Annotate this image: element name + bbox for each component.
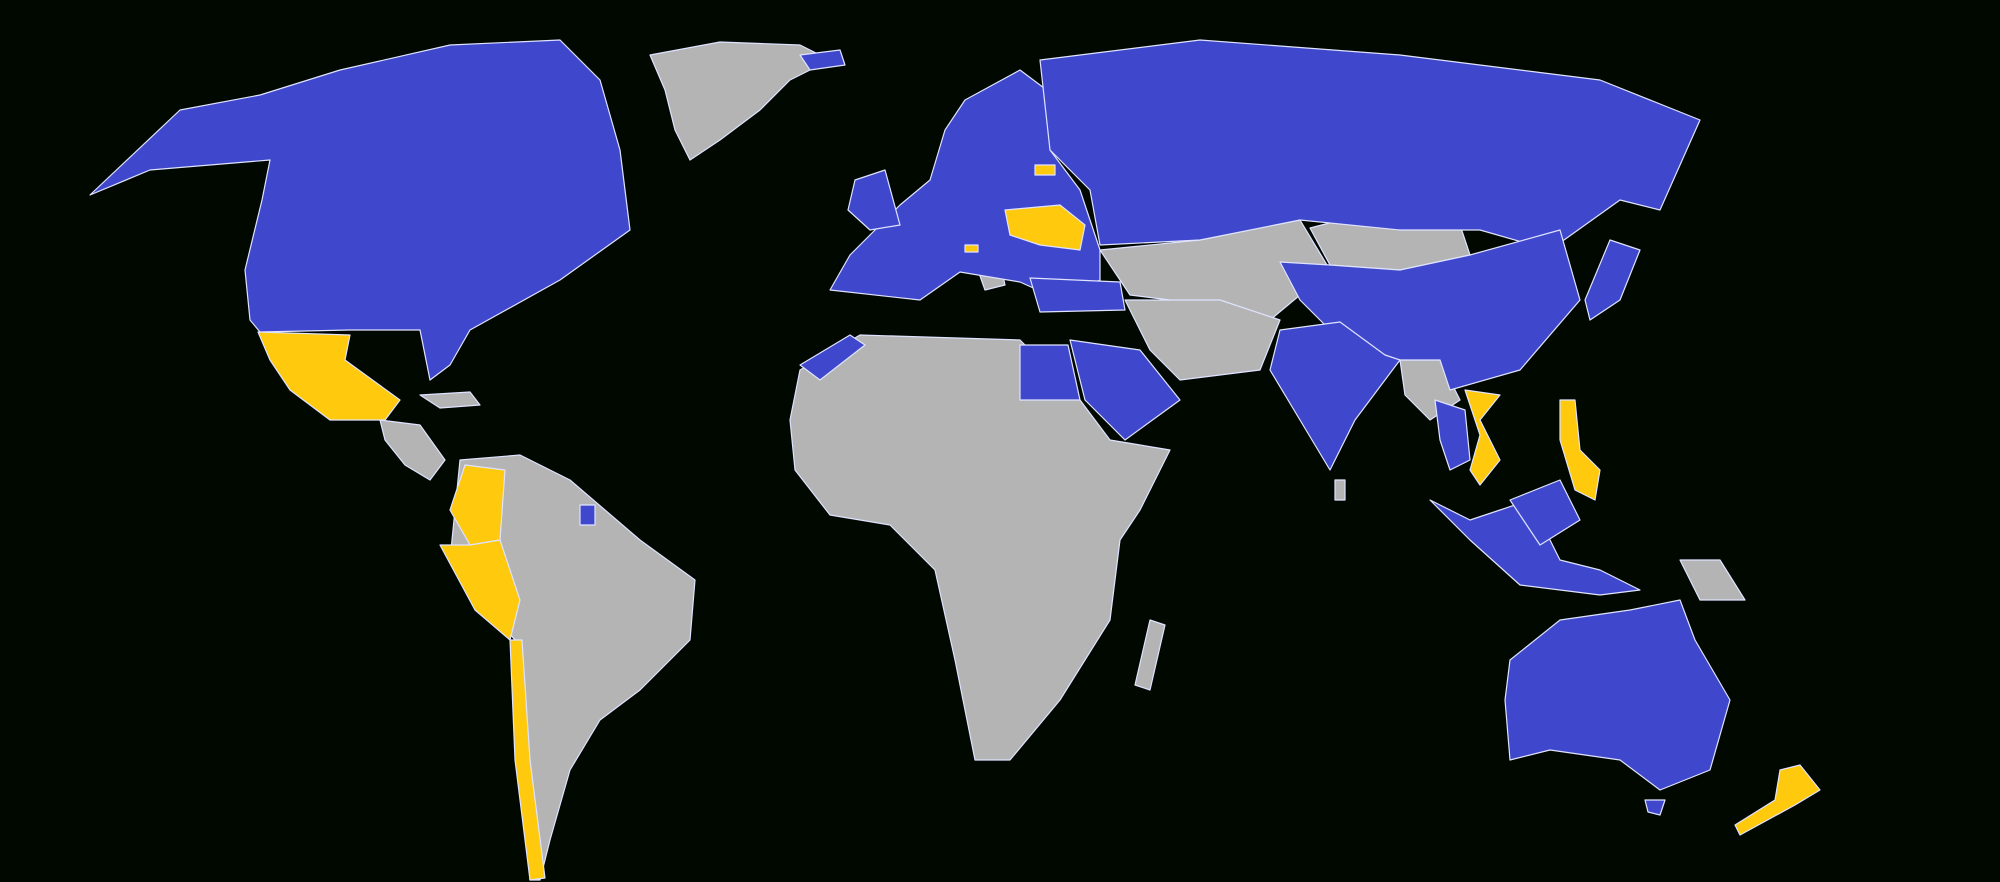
caribbean: [419, 391, 481, 409]
peru: [439, 539, 521, 641]
india: [1269, 321, 1401, 471]
slovenia: [964, 244, 979, 253]
turkey: [1029, 277, 1126, 313]
madagascar: [1134, 619, 1166, 691]
australia: [1504, 599, 1731, 791]
japan: [1584, 239, 1641, 321]
blue-regions: [89, 39, 1731, 816]
canada-usa: [89, 39, 631, 381]
iran-afghanistan: [1124, 299, 1281, 381]
estonia: [1034, 164, 1056, 176]
greenland: [649, 41, 831, 161]
chile: [509, 639, 546, 881]
philippines: [1559, 399, 1601, 501]
sri-lanka: [1334, 479, 1346, 501]
egypt: [1019, 344, 1081, 401]
vietnam: [1464, 389, 1501, 486]
borneo: [1509, 479, 1581, 546]
saudi-arabia: [1069, 339, 1181, 441]
ukraine: [1004, 204, 1086, 251]
tasmania: [1644, 799, 1666, 816]
gray-regions: [379, 41, 1746, 881]
indonesia-malaysia: [1429, 499, 1641, 596]
french-guiana: [579, 504, 596, 526]
russia: [1039, 39, 1701, 251]
central-america: [379, 419, 446, 481]
mexico: [257, 331, 401, 421]
yellow-regions: [257, 164, 1821, 881]
morocco: [799, 334, 866, 381]
united-kingdom-ireland: [847, 169, 901, 231]
thailand-cambodia: [1434, 399, 1471, 471]
new-zealand: [1734, 764, 1821, 836]
papua-new-guinea: [1679, 559, 1746, 601]
iceland: [799, 49, 846, 71]
